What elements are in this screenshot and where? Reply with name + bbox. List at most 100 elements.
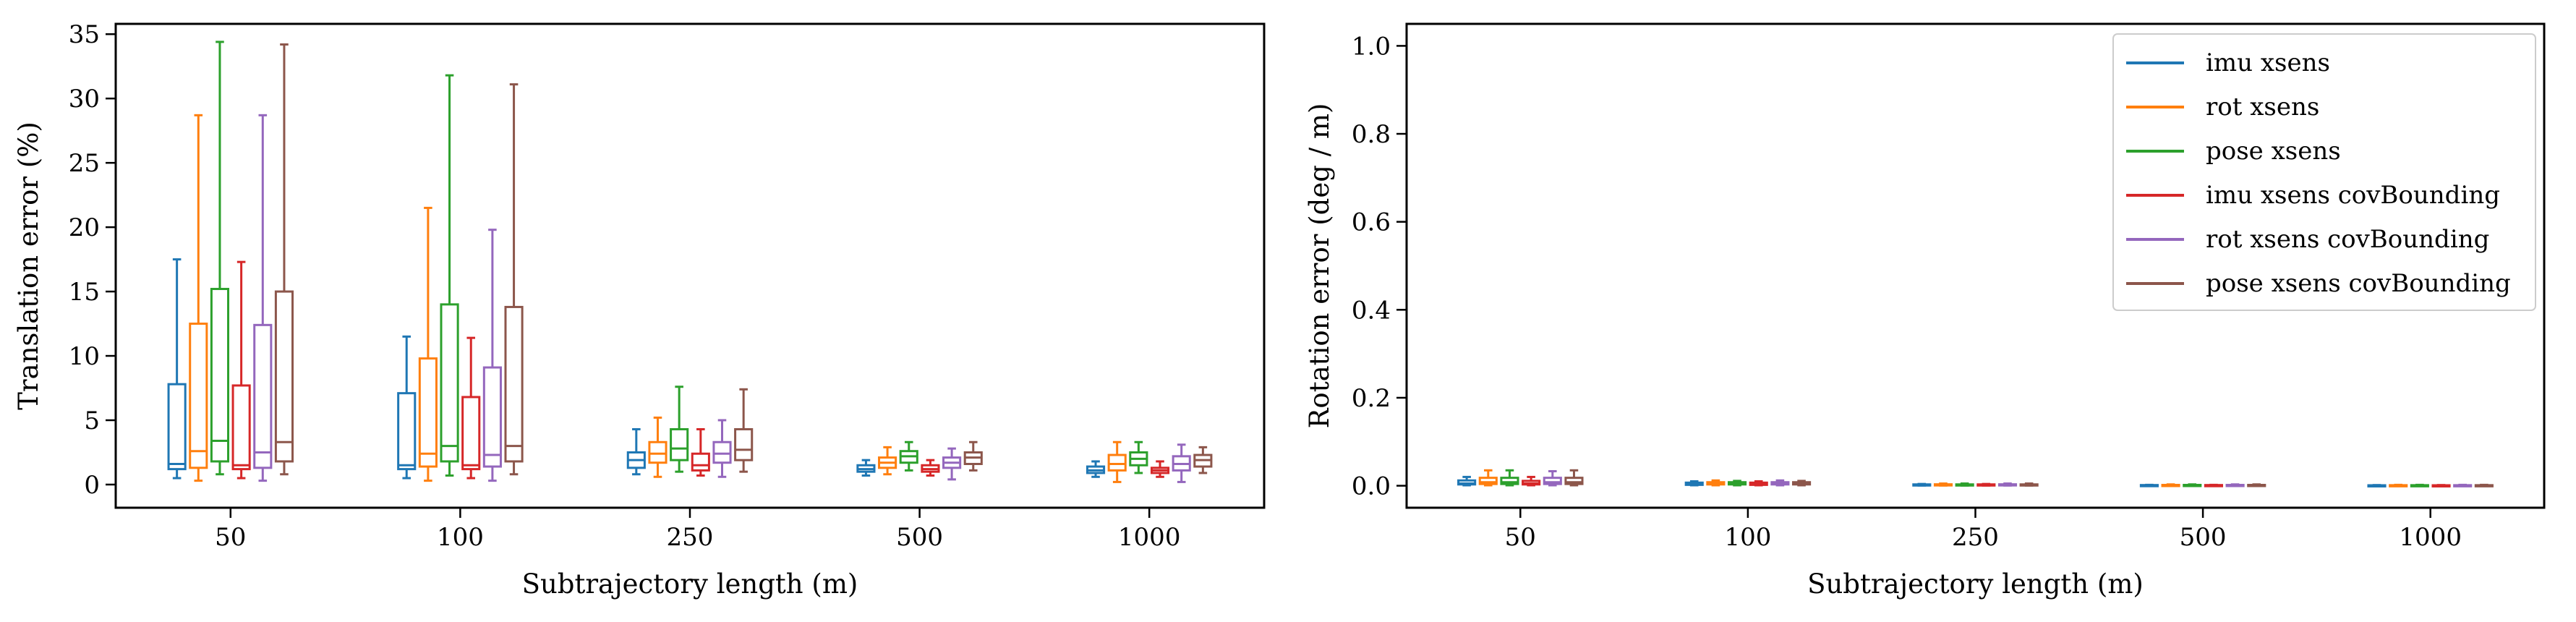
legend-label-imu-xsens: imu xsens: [2206, 48, 2330, 77]
y-tick-label: 10: [69, 342, 100, 371]
x-tick-label: 50: [1505, 523, 1536, 552]
series-pose-xsens: [210, 41, 1148, 477]
box-imu-xsens-100: [1684, 480, 1704, 487]
box-imu-xsens-covbounding-250: [1976, 482, 1996, 487]
legend-label-pose-xsens: pose xsens: [2206, 137, 2341, 166]
box-imu-xsens-100: [397, 335, 417, 480]
legend-label-rot-xsens: rot xsens: [2206, 93, 2319, 122]
box-pose-xsens-1000: [2410, 483, 2429, 487]
box-pose-xsens-covbounding-250: [734, 388, 754, 473]
rotation-x-axis-label: Subtrajectory length (m): [1807, 568, 2144, 600]
y-tick-label: 0.2: [1352, 384, 1391, 413]
x-tick-label: 1000: [2399, 523, 2462, 552]
box-rot-xsens-covbounding-1000: [2453, 483, 2473, 487]
box-pose-xsens-covbounding-100: [1791, 480, 1812, 487]
x-tick-label: 100: [1724, 523, 1771, 552]
box-imu-xsens-250: [1912, 482, 1932, 487]
series-imu-xsens-covbounding: [231, 260, 1170, 480]
box-pose-xsens-250: [670, 385, 689, 473]
y-tick-label: 25: [69, 149, 100, 178]
series-rot-xsens: [189, 114, 1127, 483]
box-imu-xsens-covbounding-50: [231, 260, 251, 480]
box-imu-xsens-500: [856, 459, 876, 477]
iqr-box: [167, 383, 187, 471]
y-tick-label: 0.4: [1352, 296, 1391, 325]
box-pose-xsens-covbounding-50: [274, 43, 294, 476]
y-tick-label: 0: [84, 471, 100, 500]
translation-boxplots: [167, 41, 1213, 483]
translation-y-axis-label: Translation error (%): [13, 122, 44, 410]
series-pose-xsens: [1500, 469, 2429, 487]
box-imu-xsens-500: [2139, 483, 2159, 487]
x-tick-label: 50: [215, 523, 246, 552]
box-imu-xsens-covbounding-500: [2204, 483, 2224, 487]
box-pose-xsens-covbounding-100: [504, 83, 524, 476]
box-pose-xsens-100: [1727, 480, 1747, 487]
iqr-box: [712, 440, 732, 464]
iqr-box: [648, 440, 668, 464]
box-rot-xsens-covbounding-100: [1770, 479, 1790, 487]
box-rot-xsens-covbounding-100: [482, 229, 502, 482]
y-tick-label: 0.0: [1352, 472, 1391, 501]
box-imu-xsens-250: [626, 427, 646, 476]
iqr-box: [418, 357, 438, 468]
box-imu-xsens-covbounding-1000: [2431, 484, 2451, 487]
box-rot-xsens-covbounding-500: [942, 447, 962, 481]
rotation-y-axis-label: Rotation error (deg / m): [1304, 103, 1335, 429]
iqr-box: [734, 427, 754, 461]
box-pose-xsens-covbounding-50: [1564, 469, 1584, 487]
iqr-box: [1478, 477, 1498, 485]
box-pose-xsens-covbounding-500: [2247, 483, 2266, 487]
box-pose-xsens-50: [210, 41, 230, 476]
box-rot-xsens-covbounding-50: [253, 114, 273, 482]
series-rot-xsens-covbounding: [1543, 470, 2473, 487]
y-tick-label: 5: [84, 406, 100, 435]
box-imu-xsens-covbounding-250: [691, 427, 710, 477]
legend-label-imu-xsens-covbounding: imu xsens covBounding: [2206, 181, 2500, 210]
box-pose-xsens-covbounding-1000: [2474, 483, 2494, 487]
box-imu-xsens-1000: [2367, 484, 2387, 487]
y-tick-label: 15: [69, 278, 100, 307]
box-rot-xsens-covbounding-250: [1997, 482, 2018, 487]
box-imu-xsens-covbounding-100: [1749, 480, 1768, 487]
legend-label-rot-xsens-covbounding: rot xsens covBounding: [2206, 225, 2489, 254]
series-pose-xsens-covbounding: [274, 43, 1213, 476]
box-pose-xsens-covbounding-250: [2019, 482, 2039, 487]
x-tick-label: 250: [1952, 523, 1999, 552]
iqr-box: [670, 427, 689, 461]
iqr-box: [189, 323, 208, 469]
legend-box: [2112, 33, 2536, 311]
rotation-boxplots: [1457, 469, 2494, 487]
x-tick-label: 500: [2180, 523, 2227, 552]
rotation-error-panel: 0.0 0.2 0.4 0.6 0.8 1.0 50 100 250 500 1000 Subtra…: [1304, 22, 2546, 600]
iqr-box: [1543, 477, 1562, 485]
box-rot-xsens-covbounding-50: [1543, 470, 1562, 487]
box-rot-xsens-1000: [2389, 483, 2408, 487]
x-tick-label: 100: [437, 523, 484, 552]
box-imu-xsens-1000: [1086, 460, 1106, 478]
iqr-box: [482, 366, 502, 468]
iqr-box: [1500, 477, 1519, 485]
iqr-box: [461, 396, 481, 471]
box-pose-xsens-covbounding-500: [963, 440, 983, 472]
box-pose-xsens-100: [440, 74, 459, 477]
translation-error-panel: 0 5 10 15 20 25 30 35 50 100 250 500 1000 Subtraject…: [13, 20, 1266, 600]
y-tick-label: 0.8: [1352, 120, 1391, 149]
box-rot-xsens-covbounding-250: [712, 419, 732, 478]
iqr-box: [253, 323, 273, 469]
series-imu-xsens: [167, 258, 1106, 480]
box-pose-xsens-covbounding-1000: [1193, 446, 1213, 474]
box-rot-xsens-500: [2161, 483, 2180, 487]
translation-axes-frame: [114, 22, 1266, 509]
box-rot-xsens-250: [648, 416, 668, 478]
iqr-box: [691, 452, 710, 472]
box-rot-xsens-1000: [1107, 440, 1127, 483]
y-tick-label: 1.0: [1352, 32, 1391, 61]
y-tick-label: 35: [69, 20, 100, 49]
box-rot-xsens-100: [418, 206, 438, 482]
box-rot-xsens-50: [189, 114, 208, 482]
translation-x-axis-label: Subtrajectory length (m): [522, 568, 858, 600]
box-pose-xsens-500: [899, 440, 918, 472]
iqr-box: [210, 288, 230, 463]
